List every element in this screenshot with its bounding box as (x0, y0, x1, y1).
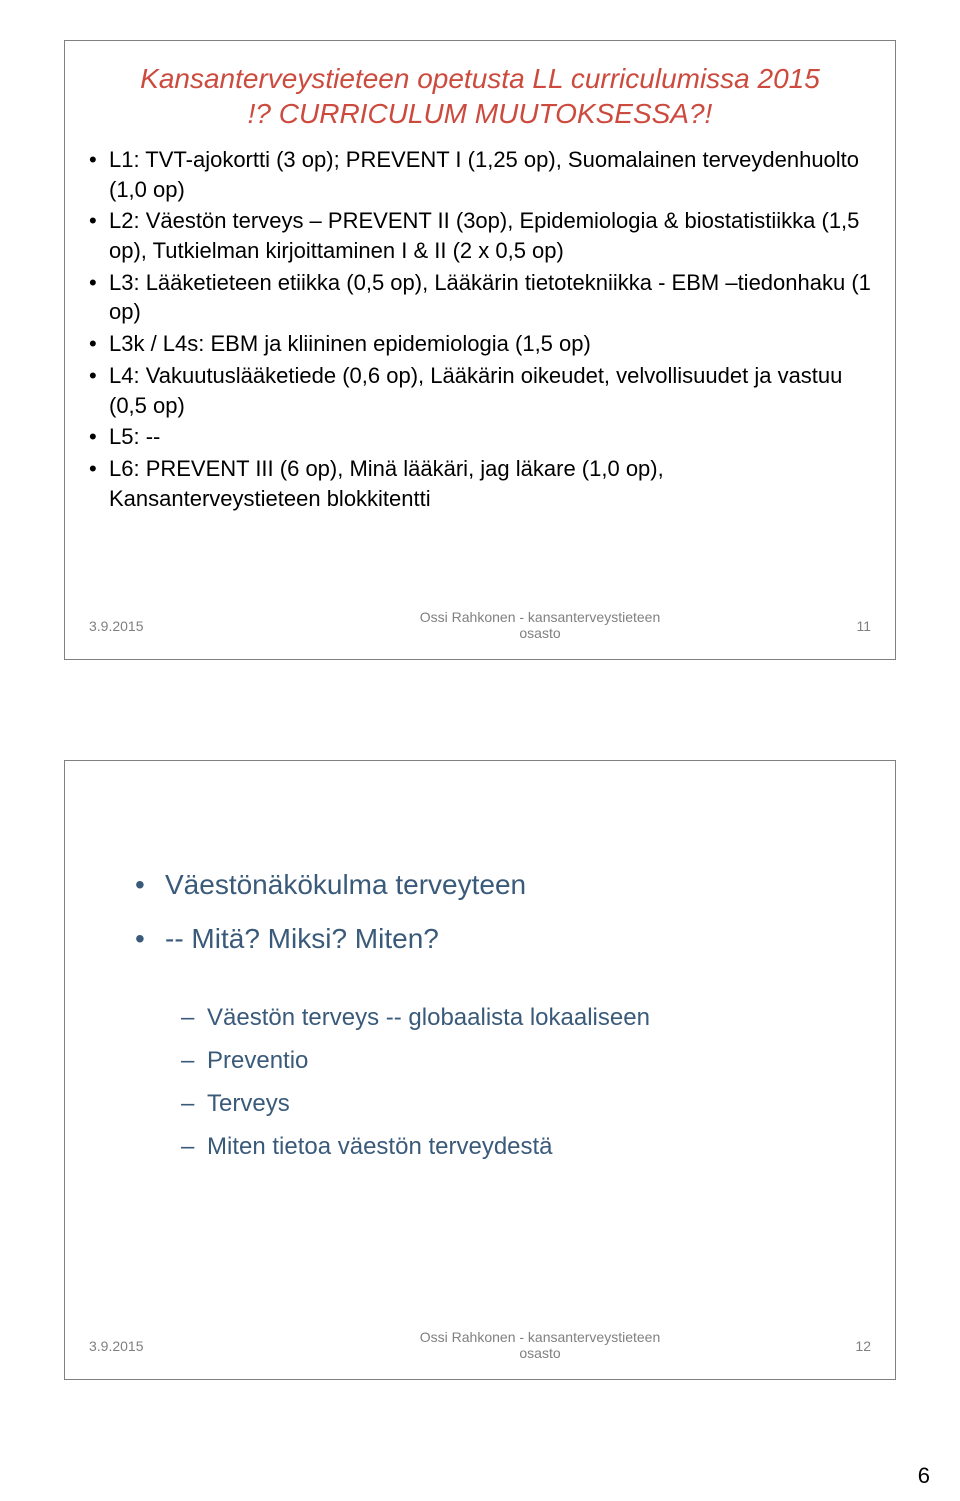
footer-author: Ossi Rahkonen - kansanterveystieteen osa… (269, 1330, 811, 1361)
footer-mid-line1: Ossi Rahkonen - kansanterveystieteen (269, 1330, 811, 1345)
footer-date: 3.9.2015 (89, 1338, 269, 1354)
footer-mid-line2: osasto (269, 1346, 811, 1361)
sub-bullet: –Miten tietoa väestön terveydestä (181, 1127, 825, 1168)
bullet: •L5: -- (89, 422, 871, 452)
title-line2: !? CURRICULUM MUUTOKSESSA?! (105, 96, 855, 131)
sub-bullet-text: Väestön terveys -- globaalista lokaalise… (207, 998, 825, 1039)
slide-2: •Väestönäkökulma terveyteen •-- Mitä? Mi… (64, 760, 896, 1380)
sub-bullet-text: Terveys (207, 1084, 825, 1125)
sub-bullet-text: Preventio (207, 1041, 825, 1082)
footer-author: Ossi Rahkonen - kansanterveystieteen osa… (269, 610, 811, 641)
bullet-text: L2: Väestön terveys – PREVENT II (3op), … (109, 206, 871, 265)
bullet: •L4: Vakuutuslääketiede (0,6 op), Lääkär… (89, 361, 871, 420)
slide2-footer: 3.9.2015 Ossi Rahkonen - kansanterveysti… (65, 1330, 895, 1361)
footer-slidenum: 11 (811, 618, 871, 634)
bullet-text: L5: -- (109, 422, 871, 452)
sub-bullet: –Preventio (181, 1041, 825, 1082)
bullet-text: -- Mitä? Miksi? Miten? (165, 915, 825, 963)
bullet: •L1: TVT-ajokortti (3 op); PREVENT I (1,… (89, 145, 871, 204)
page-number: 6 (918, 1463, 930, 1489)
slide1-bullets: •L1: TVT-ajokortti (3 op); PREVENT I (1,… (65, 135, 895, 513)
slide1-footer: 3.9.2015 Ossi Rahkonen - kansanterveysti… (65, 610, 895, 641)
slide2-sublist: –Väestön terveys -- globaalista lokaalis… (135, 998, 825, 1167)
footer-mid-line2: osasto (269, 626, 811, 641)
bullet: •L6: PREVENT III (6 op), Minä lääkäri, j… (89, 454, 871, 513)
footer-date: 3.9.2015 (89, 618, 269, 634)
bullet: •L3k / L4s: EBM ja kliininen epidemiolog… (89, 329, 871, 359)
sub-bullet-text: Miten tietoa väestön terveydestä (207, 1127, 825, 1168)
bullet: •Väestönäkökulma terveyteen (135, 861, 825, 909)
slide-1: Kansanterveystieteen opetusta LL curricu… (64, 40, 896, 660)
sub-bullet: –Väestön terveys -- globaalista lokaalis… (181, 998, 825, 1039)
bullet: •L2: Väestön terveys – PREVENT II (3op),… (89, 206, 871, 265)
bullet-text: L6: PREVENT III (6 op), Minä lääkäri, ja… (109, 454, 871, 513)
bullet-text: Väestönäkökulma terveyteen (165, 861, 825, 909)
title-line1: Kansanterveystieteen opetusta LL curricu… (105, 61, 855, 96)
bullet: •-- Mitä? Miksi? Miten? (135, 915, 825, 963)
bullet: •L3: Lääketieteen etiikka (0,5 op), Lääk… (89, 268, 871, 327)
slide2-body: •Väestönäkökulma terveyteen •-- Mitä? Mi… (65, 761, 895, 1167)
footer-slidenum: 12 (811, 1338, 871, 1354)
sub-bullet: –Terveys (181, 1084, 825, 1125)
slide1-title: Kansanterveystieteen opetusta LL curricu… (65, 41, 895, 135)
bullet-text: L1: TVT-ajokortti (3 op); PREVENT I (1,2… (109, 145, 871, 204)
bullet-text: L3k / L4s: EBM ja kliininen epidemiologi… (109, 329, 871, 359)
bullet-text: L3: Lääketieteen etiikka (0,5 op), Lääkä… (109, 268, 871, 327)
footer-mid-line1: Ossi Rahkonen - kansanterveystieteen (269, 610, 811, 625)
bullet-text: L4: Vakuutuslääketiede (0,6 op), Lääkäri… (109, 361, 871, 420)
